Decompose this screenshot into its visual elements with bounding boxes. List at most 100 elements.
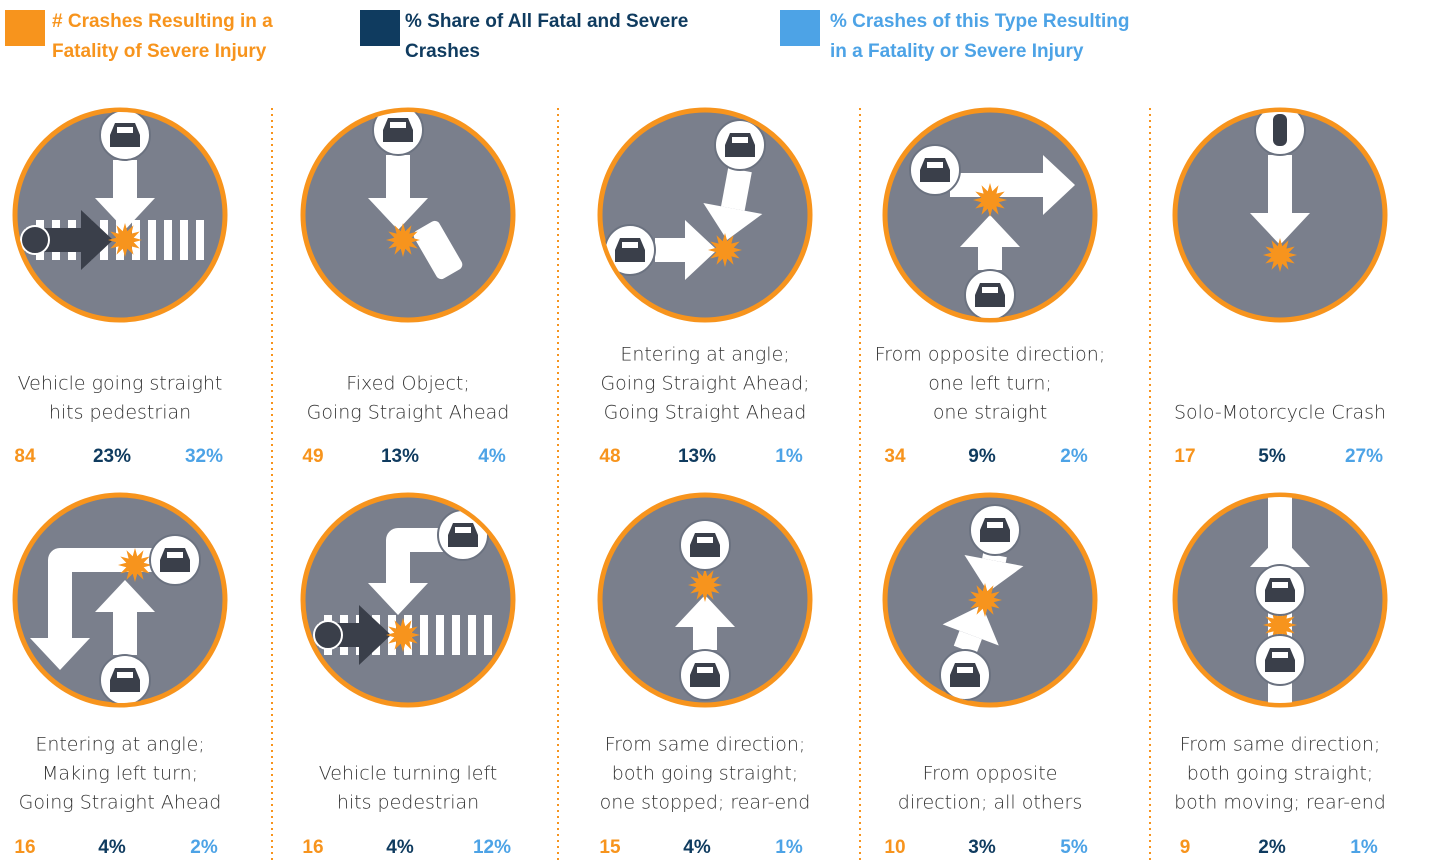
arrow-head	[675, 595, 735, 627]
crash-description: Vehicle going straight	[18, 373, 223, 395]
crash-description: Going Straight Ahead	[604, 402, 807, 424]
scene	[1250, 112, 1310, 272]
car	[690, 663, 720, 687]
crosswalk	[164, 220, 172, 260]
crash-share: 3%	[968, 837, 996, 858]
car-window	[1272, 582, 1288, 588]
crash-rate: 1%	[775, 837, 803, 858]
impact-star	[708, 233, 742, 267]
impact-star	[973, 183, 1007, 217]
car-window	[390, 122, 406, 128]
crash-description: direction; all others	[898, 792, 1082, 814]
car	[1265, 578, 1295, 602]
crash-illustration	[300, 107, 516, 323]
arrow-head	[359, 605, 391, 665]
car	[975, 283, 1005, 307]
crosswalk	[148, 220, 156, 260]
crash-share: 13%	[678, 446, 716, 467]
crash-count: 48	[599, 446, 620, 467]
crash-description: hits pedestrian	[337, 792, 479, 814]
scene	[30, 534, 201, 703]
crash-description: both moving; rear-end	[1174, 792, 1386, 814]
crash-rate: 12%	[473, 837, 511, 858]
car	[110, 123, 140, 147]
arrow-shaft	[48, 548, 155, 638]
car	[448, 523, 478, 547]
crash-description: Solo-Motorcycle Crash	[1174, 402, 1386, 424]
scene	[368, 112, 464, 281]
crosswalk	[196, 220, 204, 260]
crash-description: one left turn;	[928, 373, 1052, 395]
arrow-head	[1043, 155, 1075, 215]
scene	[675, 519, 735, 701]
crash-description: Vehicle turning left	[319, 763, 498, 785]
crash-count: 10	[884, 837, 905, 858]
car	[160, 548, 190, 572]
car-window	[117, 672, 133, 678]
impact-star	[386, 618, 420, 652]
crosswalk	[180, 220, 188, 260]
car	[980, 518, 1010, 542]
crash-share: 4%	[386, 837, 414, 858]
arrow-head	[960, 215, 1020, 247]
arrow-shaft	[953, 630, 982, 655]
crosswalk	[468, 615, 476, 655]
crash-share: 5%	[1258, 446, 1286, 467]
crash-description: From same direction;	[605, 734, 806, 756]
arrow-head	[368, 583, 428, 615]
car-window	[697, 667, 713, 673]
crash-illustration	[597, 492, 813, 708]
car-window	[982, 287, 998, 293]
crosswalk	[436, 615, 444, 655]
car	[920, 158, 950, 182]
crash-count: 84	[14, 446, 36, 467]
crash-description: Entering at angle;	[620, 344, 789, 366]
crash-description: Going Straight Ahead;	[600, 373, 809, 395]
crash-description: From opposite	[923, 763, 1058, 785]
legend-text: Crashes	[405, 41, 480, 62]
arrow-head	[81, 210, 113, 270]
crash-description: Making left turn;	[42, 763, 198, 785]
car-window	[697, 537, 713, 543]
crash-share: 2%	[1258, 837, 1286, 858]
crash-rate: 32%	[185, 446, 223, 467]
crash-description: both going straight;	[612, 763, 798, 785]
crash-rate: 2%	[1060, 446, 1088, 467]
car	[950, 663, 980, 687]
arrow-head	[685, 220, 717, 280]
arrow-head	[964, 554, 1024, 592]
crash-rate: 5%	[1060, 837, 1088, 858]
pedestrian	[313, 620, 343, 650]
car-window	[927, 162, 943, 168]
arrow-head	[95, 198, 155, 230]
car-window	[987, 522, 1003, 528]
crash-description: Going Straight Ahead	[19, 792, 222, 814]
impact-star	[386, 223, 420, 257]
impact-star	[968, 583, 1002, 617]
arrow-head	[1250, 213, 1310, 245]
car-window	[957, 667, 973, 673]
crash-count: 16	[302, 837, 323, 858]
crash-illustration	[300, 492, 516, 708]
scene	[20, 112, 204, 270]
crash-description: From same direction;	[1180, 734, 1381, 756]
arrow-head	[95, 580, 155, 612]
pedestrian	[20, 225, 50, 255]
legend-text: % Share of All Fatal and Severe	[405, 11, 688, 32]
arrow-shaft	[721, 167, 752, 211]
car-window	[622, 242, 638, 248]
impact-star	[118, 548, 152, 582]
legend-text: # Crashes Resulting in a	[52, 11, 273, 32]
crash-description: one stopped; rear-end	[600, 792, 811, 814]
crosswalk	[420, 615, 428, 655]
impact-star	[1263, 238, 1297, 272]
crash-count: 49	[302, 446, 323, 467]
crash-description: From opposite direction;	[875, 344, 1106, 366]
crash-share: 9%	[968, 446, 996, 467]
crash-illustration	[1172, 107, 1388, 323]
crash-description: one straight	[933, 402, 1047, 424]
crosswalk	[484, 615, 492, 655]
car	[1265, 648, 1295, 672]
motorcycle	[1273, 114, 1287, 146]
